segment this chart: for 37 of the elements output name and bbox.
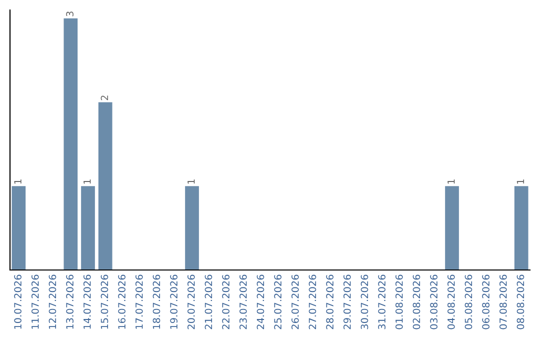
x-tick-label: 15.07.2026 (100, 274, 108, 329)
x-tick-label: 21.07.2026 (204, 274, 212, 330)
x-tick-label: 10.07.2026 (14, 274, 22, 329)
x-tick-label: 23.07.2026 (239, 274, 247, 330)
x-tick-label: 26.07.2026 (291, 274, 299, 330)
x-tick-label: 13.07.2026 (66, 274, 74, 329)
x-tick-label: 24.07.2026 (256, 274, 264, 330)
x-tick-label: 27.07.2026 (308, 274, 316, 330)
x-tick-label: 04.08.2026 (447, 274, 455, 330)
x-tick-label: 31.07.2026 (378, 274, 386, 330)
x-tick-label: 12.07.2026 (48, 274, 56, 329)
x-tick-label: 16.07.2026 (118, 274, 126, 329)
x-tick-label: 25.07.2026 (274, 274, 282, 330)
x-tick-label: 18.07.2026 (152, 274, 160, 329)
x-tick-label: 08.08.2026 (516, 274, 524, 330)
x-tick-label: 29.07.2026 (343, 274, 351, 330)
x-tick-label: 22.07.2026 (222, 274, 230, 330)
x-tick-label: 02.08.2026 (412, 274, 420, 330)
x-tick-label: 05.08.2026 (464, 274, 472, 330)
data-label: 2 (100, 96, 108, 100)
data-label: 3 (66, 12, 74, 16)
x-tick-label: 03.08.2026 (430, 274, 438, 330)
data-label: 1 (84, 179, 91, 184)
x-tick-label: 20.07.2026 (187, 274, 195, 330)
x-tick-label: 01.08.2026 (395, 274, 403, 330)
x-tick-label: 17.07.2026 (135, 274, 143, 329)
data-label: 1 (448, 179, 455, 184)
x-tick-label: 28.07.2026 (326, 274, 334, 330)
data-label: 1 (188, 179, 195, 184)
data-label: 1 (14, 179, 22, 184)
x-tick-label: 14.07.2026 (83, 274, 91, 329)
x-tick-label: 06.08.2026 (482, 274, 490, 330)
x-tick-label: 30.07.2026 (360, 274, 368, 330)
x-tick-label: 07.08.2026 (499, 274, 507, 330)
x-tick-label: 11.07.2026 (31, 274, 39, 329)
data-label: 1 (516, 179, 524, 184)
x-tick-label: 19.07.2026 (170, 274, 178, 329)
